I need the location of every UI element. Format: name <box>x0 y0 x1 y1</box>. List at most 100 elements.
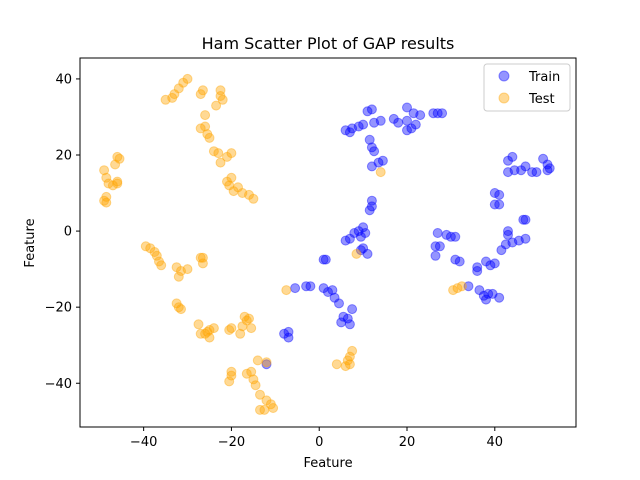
point-train-5 <box>362 106 373 117</box>
point-test-58 <box>193 319 204 330</box>
point-test-84 <box>265 399 276 410</box>
point-train-79 <box>355 231 366 242</box>
point-train-85 <box>355 245 366 256</box>
point-train-98 <box>305 281 316 292</box>
point-train-44 <box>520 214 531 225</box>
point-train-10 <box>366 142 377 153</box>
point-train-83 <box>358 243 369 254</box>
point-train-89 <box>323 287 333 297</box>
point-train-4 <box>358 119 369 130</box>
point-train-77 <box>358 222 369 233</box>
point-test-48 <box>171 262 182 273</box>
point-test-39 <box>101 191 112 202</box>
point-test-53 <box>197 258 208 269</box>
point-test-2 <box>173 83 184 94</box>
point-test-11 <box>211 100 222 111</box>
point-train-75 <box>364 205 375 216</box>
point-train-57 <box>434 241 445 252</box>
points-layer <box>99 73 555 415</box>
point-test-24 <box>224 180 235 191</box>
point-train-101 <box>279 328 290 339</box>
point-test-72 <box>246 323 257 334</box>
x-tick-label: −20 <box>218 435 245 450</box>
point-test-89 <box>351 248 362 259</box>
point-test-50 <box>182 264 193 275</box>
legend-label-test: Test <box>528 92 555 107</box>
point-train-59 <box>450 254 461 265</box>
point-train-38 <box>542 165 553 176</box>
point-test-33 <box>99 165 110 176</box>
point-test-40 <box>99 195 110 206</box>
point-train-55 <box>450 231 461 242</box>
point-test-42 <box>140 241 151 252</box>
point-test-64 <box>204 332 215 343</box>
point-train-34 <box>531 167 542 178</box>
point-test-95 <box>344 359 355 370</box>
point-train-27 <box>503 155 513 166</box>
point-train-69 <box>481 294 491 305</box>
point-test-34 <box>101 172 112 183</box>
point-test-77 <box>248 374 259 385</box>
point-test-79 <box>224 376 235 387</box>
point-train-68 <box>478 290 489 301</box>
point-train-60 <box>454 256 465 267</box>
legend-marker-test <box>498 92 510 104</box>
point-train-50 <box>513 235 524 246</box>
point-train-88 <box>318 283 329 294</box>
point-train-65 <box>485 260 496 271</box>
point-train-2 <box>344 127 355 138</box>
point-train-35 <box>538 153 549 164</box>
legend: Train Test <box>483 63 571 112</box>
point-train-82 <box>340 235 351 246</box>
point-test-28 <box>244 189 254 200</box>
point-train-45 <box>503 226 513 237</box>
y-tick-label: 40 <box>55 72 72 87</box>
point-train-94 <box>347 304 358 315</box>
point-train-47 <box>500 239 511 250</box>
point-test-19 <box>222 151 232 162</box>
point-test-21 <box>215 157 226 168</box>
point-test-67 <box>235 328 246 339</box>
point-test-22 <box>222 176 232 187</box>
y-tick-label: −40 <box>45 377 72 392</box>
point-test-78 <box>250 380 261 391</box>
point-test-92 <box>344 351 355 362</box>
point-train-96 <box>342 313 353 324</box>
point-test-97 <box>448 285 459 296</box>
point-train-21 <box>402 125 412 136</box>
point-train-58 <box>430 250 441 261</box>
point-test-74 <box>261 357 272 368</box>
point-train-104 <box>261 359 272 370</box>
point-test-94 <box>340 361 351 372</box>
point-train-54 <box>445 231 456 242</box>
point-train-41 <box>489 199 500 210</box>
x-tick-label: 0 <box>315 435 323 450</box>
point-test-0 <box>182 73 193 84</box>
point-test-26 <box>233 182 243 193</box>
point-test-41 <box>101 197 112 208</box>
point-test-76 <box>246 366 257 377</box>
point-test-27 <box>237 188 248 198</box>
point-test-57 <box>176 304 186 315</box>
point-train-43 <box>518 214 529 225</box>
point-train-81 <box>344 233 355 244</box>
point-train-42 <box>494 199 505 210</box>
point-train-28 <box>507 151 518 162</box>
point-train-32 <box>520 161 531 172</box>
point-train-12 <box>366 161 377 172</box>
y-tick-label: −20 <box>45 301 72 316</box>
point-train-31 <box>516 165 527 176</box>
point-train-22 <box>406 123 417 134</box>
point-train-100 <box>290 283 301 294</box>
point-test-20 <box>226 148 237 159</box>
point-train-24 <box>428 108 439 119</box>
point-train-1 <box>347 123 358 134</box>
point-test-63 <box>208 323 219 334</box>
point-train-9 <box>364 134 375 145</box>
point-test-87 <box>255 404 265 415</box>
legend-marker-train <box>498 70 510 82</box>
point-test-65 <box>224 325 235 335</box>
point-test-61 <box>202 326 213 337</box>
point-test-37 <box>112 176 123 187</box>
